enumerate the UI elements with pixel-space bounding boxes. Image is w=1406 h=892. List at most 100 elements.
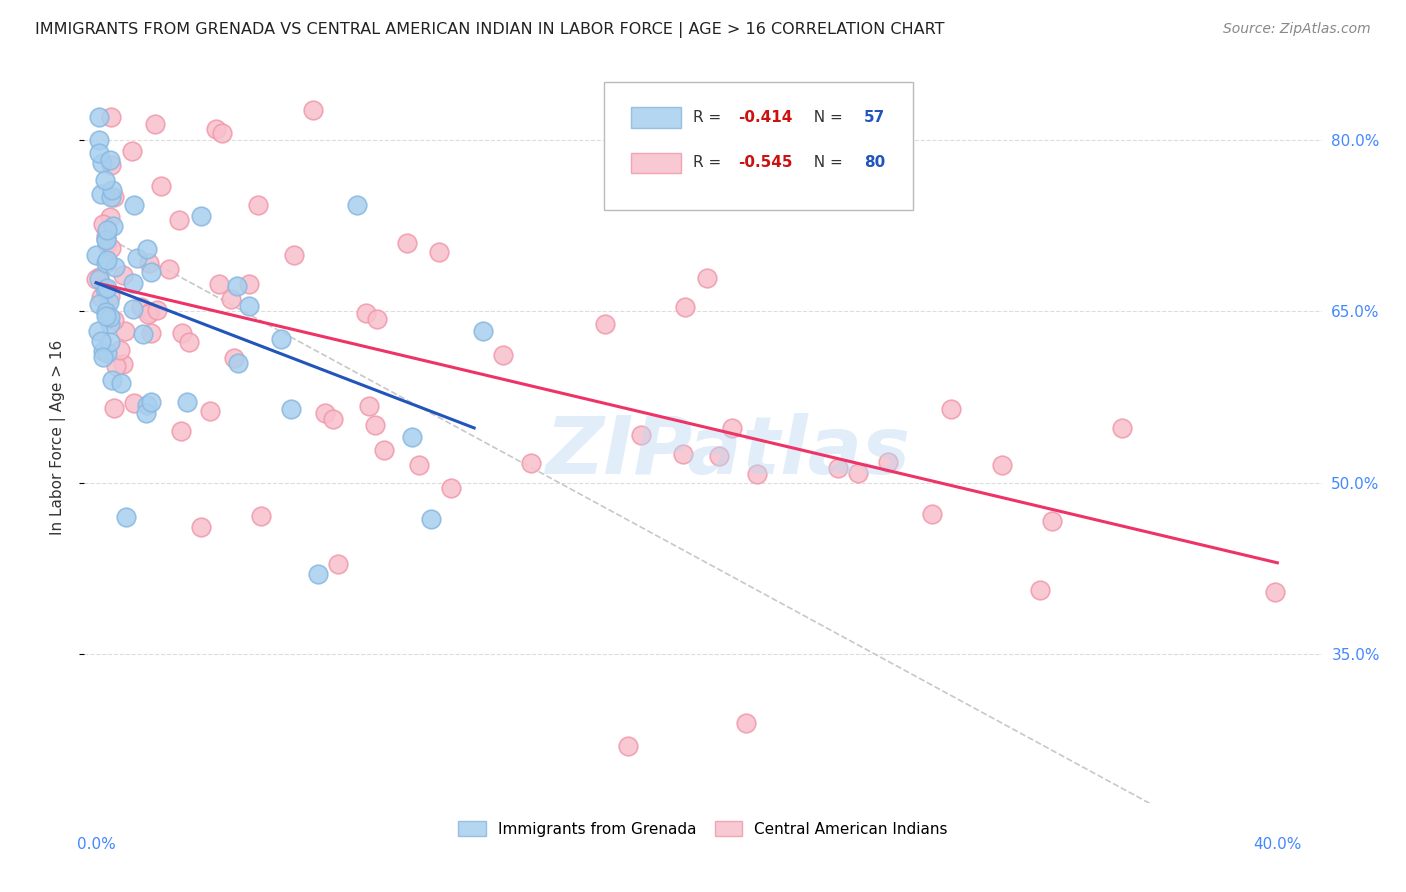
Point [200, 403, 222, 417]
Point [136, 242, 159, 256]
Point [939, 402, 962, 417]
Point [190, 209, 212, 223]
Point [630, 427, 652, 442]
Point [709, 449, 731, 463]
Point [616, 739, 638, 753]
Point [322, 411, 344, 425]
Point [101, 373, 124, 387]
Point [270, 333, 292, 347]
Point [139, 304, 162, 318]
Point [91, 350, 114, 364]
Point [103, 313, 125, 327]
Point [1111, 421, 1133, 435]
Point [990, 458, 1012, 472]
Point [94, 310, 117, 324]
Point [98, 310, 121, 325]
Point [211, 126, 233, 140]
Point [520, 456, 543, 470]
Text: 0.0%: 0.0% [77, 837, 115, 852]
Point [346, 198, 368, 212]
Point [170, 424, 193, 438]
Point [114, 324, 136, 338]
Point [90, 290, 112, 304]
Point [672, 447, 695, 461]
Point [96, 280, 118, 294]
Point [314, 406, 336, 420]
Point [225, 279, 247, 293]
Point [205, 121, 228, 136]
Point [114, 510, 136, 524]
Point [139, 395, 162, 409]
Point [98, 153, 121, 168]
Point [302, 103, 325, 118]
FancyBboxPatch shape [605, 82, 914, 211]
Point [132, 326, 155, 341]
Point [138, 256, 160, 270]
Point [172, 326, 194, 341]
Point [135, 398, 157, 412]
Point [98, 210, 121, 224]
Point [121, 145, 143, 159]
Point [696, 270, 718, 285]
Point [94, 229, 117, 244]
Point [91, 343, 114, 358]
Point [307, 567, 329, 582]
Point [94, 256, 117, 270]
Point [827, 460, 849, 475]
Point [176, 395, 198, 409]
Point [224, 351, 246, 365]
Point [129, 300, 152, 314]
Point [921, 507, 943, 521]
Point [96, 223, 118, 237]
Point [246, 198, 269, 212]
Text: Source: ZipAtlas.com: Source: ZipAtlas.com [1223, 22, 1371, 37]
Point [354, 305, 377, 319]
Point [90, 186, 112, 201]
FancyBboxPatch shape [631, 153, 681, 173]
Point [846, 466, 869, 480]
Point [91, 155, 114, 169]
Point [492, 347, 515, 361]
Text: -0.545: -0.545 [738, 155, 792, 170]
Point [100, 158, 122, 172]
Point [100, 189, 122, 203]
Point [408, 458, 430, 472]
Y-axis label: In Labor Force | Age > 16: In Labor Force | Age > 16 [51, 340, 66, 534]
Point [103, 401, 125, 415]
Point [373, 442, 395, 457]
Point [94, 173, 117, 187]
Point [219, 292, 242, 306]
Point [100, 241, 122, 255]
Point [94, 232, 117, 246]
Point [121, 302, 143, 317]
Point [238, 299, 260, 313]
Point [208, 277, 231, 291]
Point [136, 307, 159, 321]
Point [110, 376, 132, 390]
Point [157, 262, 180, 277]
Point [745, 467, 768, 481]
Point [167, 213, 190, 227]
Point [250, 509, 273, 524]
Point [86, 272, 108, 286]
Point [104, 260, 127, 274]
Point [96, 236, 118, 251]
Point [87, 325, 110, 339]
Point [135, 406, 157, 420]
Point [593, 317, 616, 331]
Text: 40.0%: 40.0% [1253, 837, 1302, 852]
Point [104, 359, 127, 373]
Point [101, 183, 124, 197]
Point [363, 417, 385, 432]
Point [283, 248, 305, 262]
Point [89, 110, 111, 124]
Text: N =: N = [804, 155, 848, 170]
Point [122, 198, 145, 212]
Point [103, 190, 125, 204]
Text: R =: R = [693, 155, 727, 170]
Point [94, 234, 117, 248]
Point [440, 481, 463, 495]
Point [87, 269, 110, 284]
Point [357, 400, 380, 414]
Point [673, 300, 696, 314]
